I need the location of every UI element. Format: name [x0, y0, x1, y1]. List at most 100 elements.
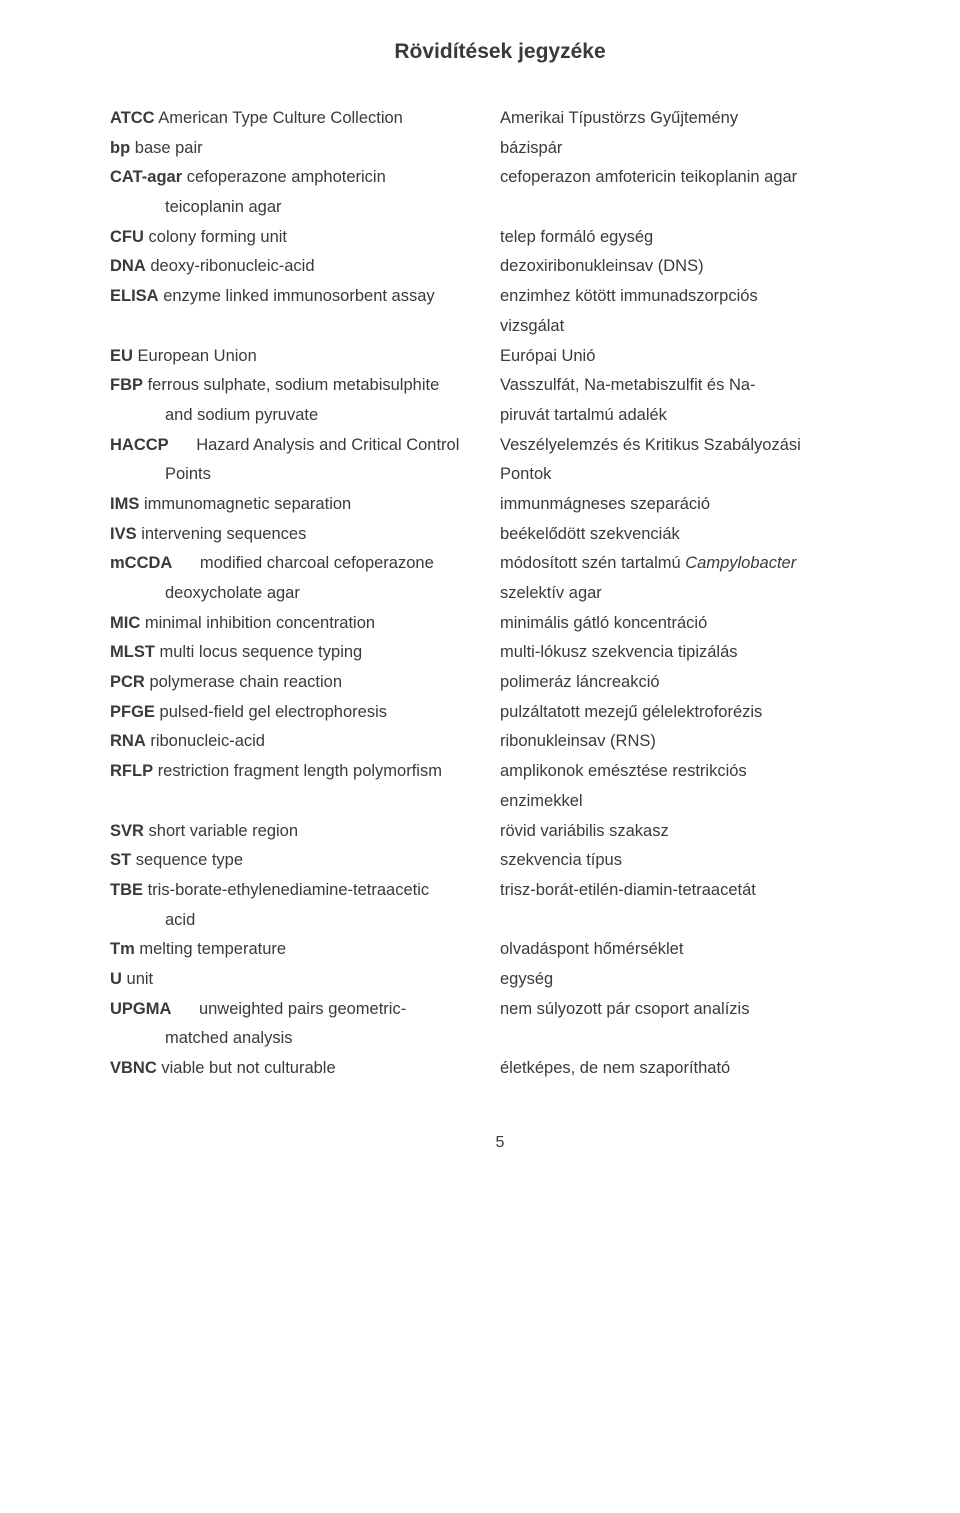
definition-row: trisz-borát-etilén-diamin-tetraacetát — [500, 876, 890, 906]
term-text: pulsed-field gel electrophoresis — [160, 703, 387, 721]
definition-text: beékelődött szekvenciák — [500, 525, 680, 543]
definition-text: életképes, de nem szaporítható — [500, 1059, 730, 1077]
abbr-row: HACCP Hazard Analysis and Critical Contr… — [110, 431, 480, 461]
definition-text: Európai Unió — [500, 347, 595, 365]
abbreviation: ELISA — [110, 287, 159, 305]
abbreviations-table: ATCC American Type Culture Collection bp … — [110, 104, 890, 1084]
abbr-row: PCR polymerase chain reaction — [110, 668, 480, 698]
term-text: modified charcoal cefoperazone — [200, 554, 434, 572]
definition-text: trisz-borát-etilén-diamin-tetraacetát — [500, 881, 756, 899]
term-text: unit — [127, 970, 154, 988]
abbreviation: PFGE — [110, 703, 155, 721]
abbr-row: mCCDA modified charcoal cefoperazone — [110, 549, 480, 579]
abbr-row: RNA ribonucleic-acid — [110, 727, 480, 757]
term-text: melting temperature — [139, 940, 286, 958]
definition-row: egység — [500, 965, 890, 995]
definition-row — [500, 1024, 890, 1054]
term-text: viable but not culturable — [161, 1059, 335, 1077]
term-text: ferrous sulphate, sodium metabisulphite — [148, 376, 440, 394]
definition-text: multi-lókusz szekvencia tipizálás — [500, 643, 738, 661]
definition-row: minimális gátló koncentráció — [500, 609, 890, 639]
term-text: sequence type — [136, 851, 243, 869]
term-text: American Type Culture Collection — [158, 109, 403, 127]
abbreviation: ST — [110, 851, 131, 869]
definition-text: Amerikai Típustörzs Gyűjtemény — [500, 109, 738, 127]
abbreviation: UPGMA — [110, 1000, 171, 1018]
definition-row: nem súlyozott pár csoport analízis — [500, 995, 890, 1025]
definition-text: amplikonok emésztése restrikciós — [500, 762, 747, 780]
abbr-row: TBE tris-borate-ethylenediamine-tetraace… — [110, 876, 480, 906]
definition-row: dezoxiribonukleinsav (DNS) — [500, 252, 890, 282]
definition-row: enzimekkel — [500, 787, 890, 817]
abbr-row: RFLP restriction fragment length polymor… — [110, 757, 480, 787]
abbr-row: UPGMA unweighted pairs geometric- — [110, 995, 480, 1025]
abbreviation: mCCDA — [110, 554, 172, 572]
definition-row: amplikonok emésztése restrikciós — [500, 757, 890, 787]
definition-row: enzimhez kötött immunadszorpciós — [500, 282, 890, 312]
abbr-row: Tm melting temperature — [110, 935, 480, 965]
definition-row: piruvát tartalmú adalék — [500, 401, 890, 431]
abbr-row: and sodium pyruvate — [110, 401, 480, 431]
abbr-row: DNA deoxy-ribonucleic-acid — [110, 252, 480, 282]
abbr-row: FBP ferrous sulphate, sodium metabisulph… — [110, 371, 480, 401]
term-text: Hazard Analysis and Critical Control — [196, 436, 459, 454]
definition-text: Vasszulfát, Na-metabiszulfit és Na- — [500, 376, 756, 394]
term-text: teicoplanin agar — [165, 198, 282, 216]
definition-row: szelektív agar — [500, 579, 890, 609]
term-text: short variable region — [149, 822, 299, 840]
definition-text: nem súlyozott pár csoport analízis — [500, 1000, 749, 1018]
abbr-row: MLST multi locus sequence typing — [110, 638, 480, 668]
term-text: intervening sequences — [141, 525, 306, 543]
abbr-row: teicoplanin agar — [110, 193, 480, 223]
abbreviation: MIC — [110, 614, 140, 632]
abbreviation: HACCP — [110, 436, 169, 454]
abbreviation: CFU — [110, 228, 144, 246]
term-text: deoxy-ribonucleic-acid — [150, 257, 314, 275]
definition-text: rövid variábilis szakasz — [500, 822, 669, 840]
abbr-row: PFGE pulsed-field gel electrophoresis — [110, 698, 480, 728]
abbr-row: CFU colony forming unit — [110, 223, 480, 253]
abbreviation: EU — [110, 347, 133, 365]
abbr-row — [110, 787, 480, 817]
definition-text: cefoperazon amfotericin teikoplanin agar — [500, 168, 797, 186]
abbr-row: VBNC viable but not culturable — [110, 1054, 480, 1084]
term-text: European Union — [138, 347, 257, 365]
definition-text: minimális gátló koncentráció — [500, 614, 707, 632]
abbr-row: U unit — [110, 965, 480, 995]
definition-text: enzimekkel — [500, 792, 583, 810]
term-text: and sodium pyruvate — [165, 406, 318, 424]
col-left: ATCC American Type Culture Collection bp … — [110, 104, 500, 1084]
abbreviation: VBNC — [110, 1059, 157, 1077]
col-right: Amerikai Típustörzs Gyűjteménybázispárce… — [500, 104, 890, 1084]
page-number: 5 — [110, 1134, 890, 1152]
term-text: cefoperazone amphotericin — [187, 168, 386, 186]
definition-row: immunmágneses szeparáció — [500, 490, 890, 520]
abbreviation: bp — [110, 139, 130, 157]
definition-text: piruvát tartalmú adalék — [500, 406, 667, 424]
abbreviation: IMS — [110, 495, 139, 513]
definition-row: ribonukleinsav (RNS) — [500, 727, 890, 757]
term-text: acid — [165, 911, 195, 929]
definition-row: Vasszulfát, Na-metabiszulfit és Na- — [500, 371, 890, 401]
abbr-row: MIC minimal inhibition concentration — [110, 609, 480, 639]
abbreviation: MLST — [110, 643, 155, 661]
term-text: ribonucleic-acid — [150, 732, 265, 750]
definition-row: polimeráz láncreakció — [500, 668, 890, 698]
italic-term: Campylobacter — [685, 554, 796, 572]
definition-row: telep formáló egység — [500, 223, 890, 253]
definition-text: ribonukleinsav (RNS) — [500, 732, 656, 750]
abbreviation: ATCC — [110, 109, 155, 127]
abbr-row: bp base pair — [110, 134, 480, 164]
term-text: multi locus sequence typing — [160, 643, 363, 661]
definition-row: Európai Unió — [500, 342, 890, 372]
definition-row: beékelődött szekvenciák — [500, 520, 890, 550]
abbr-row: ST sequence type — [110, 846, 480, 876]
definition-text: telep formáló egység — [500, 228, 653, 246]
abbr-row: EU European Union — [110, 342, 480, 372]
term-text: Points — [165, 465, 211, 483]
term-text: tris-borate-ethylenediamine-tetraacetic — [148, 881, 430, 899]
definition-text: Veszélyelemzés és Kritikus Szabályozási — [500, 436, 801, 454]
definition-text: vizsgálat — [500, 317, 564, 335]
abbr-row: CAT-agar cefoperazone amphotericin — [110, 163, 480, 193]
term-text: base pair — [135, 139, 203, 157]
